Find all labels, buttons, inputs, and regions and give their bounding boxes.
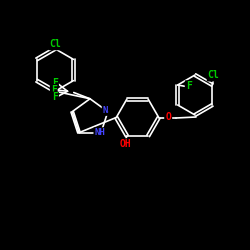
Text: F: F (51, 85, 57, 95)
Text: F: F (52, 78, 58, 88)
Text: F: F (186, 81, 192, 91)
Text: O: O (165, 112, 171, 122)
Text: Cl: Cl (49, 39, 61, 49)
Text: N: N (103, 106, 108, 115)
Text: OH: OH (120, 139, 132, 149)
Text: Cl: Cl (208, 70, 220, 81)
Text: NH: NH (94, 128, 105, 137)
Text: F: F (52, 92, 58, 102)
